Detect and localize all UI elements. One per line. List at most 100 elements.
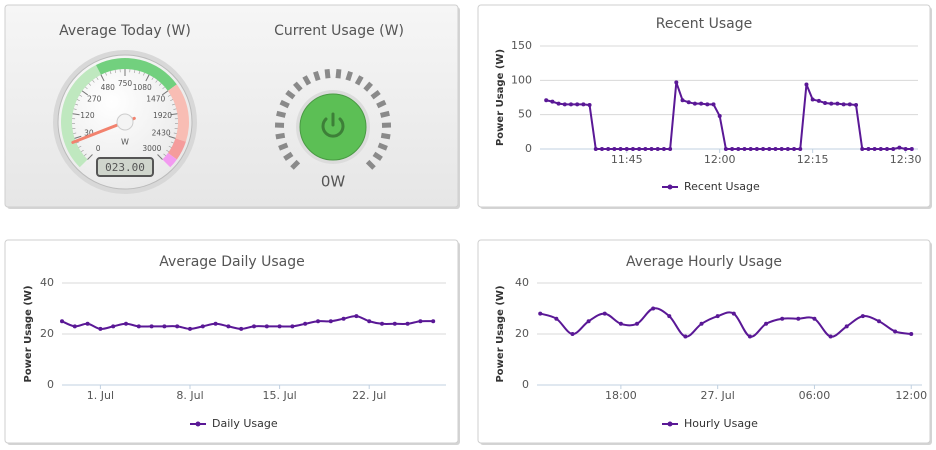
level-segment: [345, 70, 353, 82]
gauge-minor-tick: [155, 79, 158, 83]
data-point: [252, 324, 256, 329]
data-point: [860, 314, 865, 319]
gauge-tick-label: 1080: [133, 83, 152, 92]
data-point: [748, 147, 753, 151]
x-tick-label: 15. Jul: [262, 389, 296, 402]
data-point: [581, 102, 586, 107]
gauge-tick-label: 270: [87, 95, 102, 104]
gauge-tick-label: 3000: [142, 144, 161, 153]
level-segment: [354, 75, 364, 86]
data-point: [692, 101, 697, 106]
data-point: [554, 316, 559, 321]
data-point: [872, 147, 877, 151]
data-point: [562, 102, 567, 107]
data-point: [72, 324, 77, 329]
data-point: [798, 147, 803, 151]
gauge-tick: [100, 74, 105, 82]
data-point: [380, 321, 384, 326]
gauge-minor-tick: [78, 145, 82, 148]
gauge-minor-tick: [73, 132, 77, 134]
data-point: [316, 319, 320, 324]
data-point: [680, 98, 685, 103]
data-point: [730, 147, 735, 151]
chart-title: Average Hourly Usage: [626, 254, 782, 270]
gauge-tick-label: 30: [84, 129, 94, 138]
data-point: [661, 147, 666, 151]
data-point: [200, 324, 205, 329]
data-point: [668, 147, 673, 151]
data-point: [341, 316, 346, 321]
gauge-tick-label: 2430: [152, 129, 171, 138]
gauge-minor-tick: [76, 99, 80, 101]
data-point: [812, 316, 817, 321]
gauge-tick: [72, 113, 80, 116]
gauge-minor-tick: [171, 103, 175, 106]
gauge-tick: [87, 154, 93, 160]
gauge-minor-tick: [173, 108, 177, 110]
data-point: [841, 102, 846, 107]
panel: [477, 4, 931, 208]
data-point: [637, 147, 642, 151]
data-point: [570, 332, 575, 336]
gauge-minor-tick: [79, 94, 83, 97]
legend-label: Hourly Usage: [684, 417, 758, 430]
gauge-minor-tick: [170, 141, 174, 144]
gauge-minor-tick: [138, 71, 141, 75]
gauge-band: [95, 58, 177, 91]
legend-label: Daily Usage: [212, 417, 278, 430]
gauge-tick: [145, 74, 150, 82]
legend-marker: [195, 421, 201, 427]
data-point: [649, 147, 654, 151]
data-point: [612, 147, 617, 151]
data-point: [602, 311, 607, 316]
gauge-tick-label: 480: [101, 83, 116, 92]
gauge-value: 023.00: [105, 161, 145, 174]
level-segment: [365, 159, 376, 170]
legend-marker: [667, 421, 673, 427]
gauge-minor-tick: [76, 141, 80, 144]
data-point: [544, 98, 549, 103]
data-point: [764, 321, 769, 326]
data-point: [568, 102, 573, 107]
x-tick-label: 12:00: [895, 389, 927, 402]
data-point: [328, 319, 333, 324]
data-point: [731, 311, 736, 316]
level-segment: [275, 132, 286, 140]
gauge-display: [96, 157, 154, 177]
level-segment: [380, 132, 391, 140]
gauge-minor-tick: [166, 149, 170, 153]
data-point: [773, 147, 778, 151]
data-point: [897, 145, 902, 150]
gauge-band: [61, 64, 101, 168]
gauge-minor-tick: [96, 77, 99, 80]
data-point: [761, 147, 766, 151]
data-point: [891, 147, 896, 151]
data-point: [715, 314, 720, 319]
data-point: [162, 324, 167, 329]
gauge-tick: [161, 90, 169, 96]
gauge-tick: [170, 113, 178, 116]
gauge-tick-label: 0: [96, 144, 101, 153]
data-point: [575, 102, 580, 107]
data-point: [651, 306, 656, 311]
gauge-tick-label: 750: [118, 79, 133, 88]
data-point: [290, 324, 295, 329]
data-point: [213, 321, 218, 326]
data-point: [60, 319, 64, 324]
gauge-unit: W: [121, 138, 129, 147]
gauge-tick: [81, 90, 89, 96]
data-point: [705, 102, 710, 107]
chart-title: Current Usage (W): [274, 23, 404, 39]
gauge-minor-tick: [83, 153, 87, 157]
data-point: [136, 324, 141, 329]
legend-label: Recent Usage: [684, 180, 760, 193]
chart-title: Average Today (W): [59, 23, 191, 39]
x-tick-label: 22. Jul: [352, 389, 386, 402]
level-segment: [302, 75, 312, 86]
y-tick-label: 0: [47, 378, 54, 391]
data-point: [866, 147, 871, 151]
data-point: [779, 147, 784, 151]
gauge-minor-tick: [88, 83, 91, 86]
gauge-minor-tick: [80, 149, 84, 153]
